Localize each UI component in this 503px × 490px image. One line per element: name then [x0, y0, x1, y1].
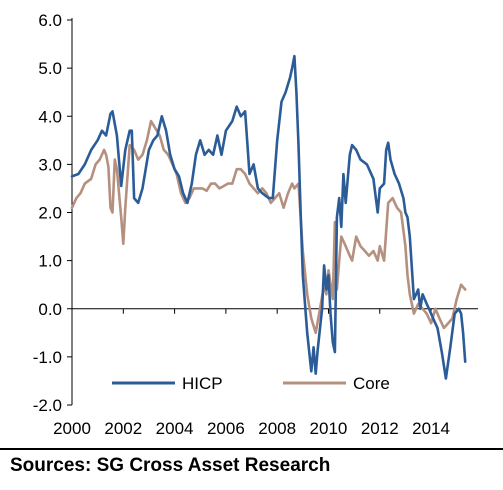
chart-axes — [67, 18, 478, 406]
x-tick-label: 2000 — [53, 419, 91, 438]
y-tick-label: 0.0 — [38, 300, 62, 319]
line-chart: 6.0 5.0 4.0 3.0 2.0 1.0 0.0 -1.0 -2.0 2000 2002 200… — [33, 11, 478, 438]
series-line-hicp — [70, 54, 467, 380]
y-tick-label: -2.0 — [33, 396, 62, 415]
y-tick-label: 6.0 — [38, 11, 62, 30]
x-tick-label: 2004 — [156, 419, 194, 438]
y-tick-label: 1.0 — [38, 252, 62, 271]
x-tick-label: 2010 — [310, 419, 348, 438]
x-tick-label: 2008 — [258, 419, 296, 438]
x-tick-label: 2006 — [207, 419, 245, 438]
x-tick-label: 2002 — [104, 419, 142, 438]
chart-legend: HICP Core — [112, 374, 390, 393]
x-tick-label: 2014 — [412, 419, 450, 438]
chart-series — [70, 54, 467, 380]
y-tick-label: -1.0 — [33, 348, 62, 367]
source-note: Sources: SG Cross Asset Research — [10, 455, 331, 476]
x-tick-label: 2012 — [361, 419, 399, 438]
chart-tick-labels: 6.0 5.0 4.0 3.0 2.0 1.0 0.0 -1.0 -2.0 2000 2002 200… — [33, 11, 450, 438]
y-tick-label: 3.0 — [38, 155, 62, 174]
y-tick-label: 2.0 — [38, 204, 62, 223]
source-divider — [0, 448, 503, 450]
series-line-core — [70, 119, 467, 335]
y-tick-label: 4.0 — [38, 107, 62, 126]
y-tick-label: 5.0 — [38, 59, 62, 78]
legend-label-core: Core — [353, 374, 390, 393]
legend-label-hicp: HICP — [182, 374, 223, 393]
